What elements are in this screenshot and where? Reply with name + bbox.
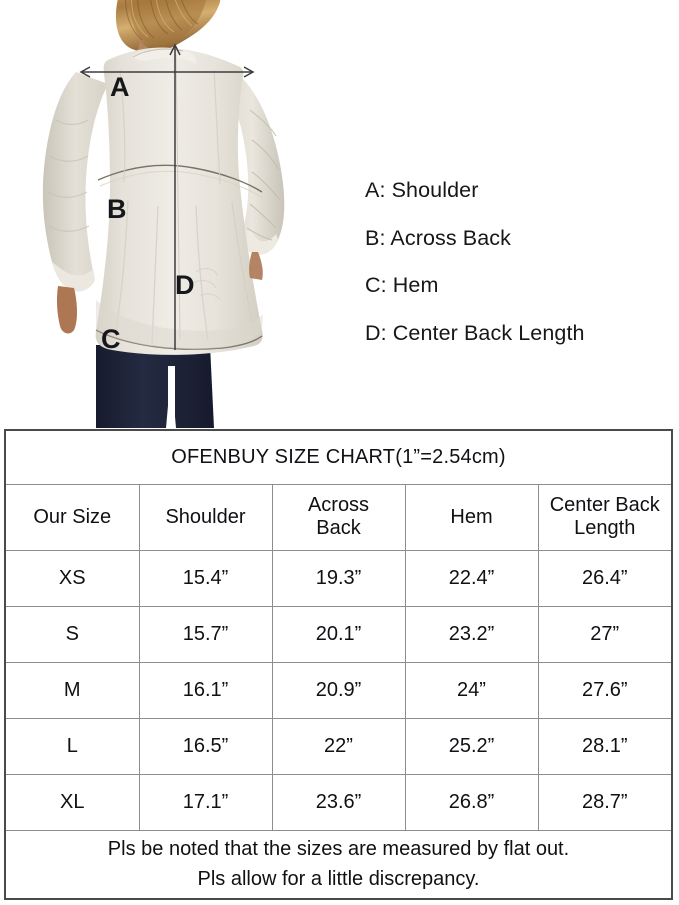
cell-center-back-length: 27.6” [537, 661, 671, 719]
cell-shoulder: 15.4” [138, 550, 273, 607]
table-row: L 16.5” 22” 25.2” 28.1” [6, 717, 671, 775]
header-line-1: Shoulder [165, 505, 246, 528]
column-header-hem: Hem [404, 483, 539, 552]
note-line-1: Pls be noted that the sizes are measured… [107, 838, 570, 861]
cell-across-back: 23.6” [271, 773, 406, 831]
cell-size: M [6, 661, 140, 719]
header-line-1: Hem [450, 505, 493, 528]
cell-across-back: 19.3” [271, 550, 406, 607]
header-line-2: Length [574, 517, 636, 540]
cell-shoulder: 15.7” [138, 605, 273, 663]
table-row: S 15.7” 20.1” 23.2” 27” [6, 605, 671, 663]
header-line-1: Across [307, 494, 370, 517]
cell-across-back: 20.9” [271, 661, 406, 719]
svg-text:D: D [175, 270, 195, 300]
size-chart-table-container: OFENBUY SIZE CHART(1”=2.54cm) Our Size S… [4, 429, 673, 900]
legend-item-a: A: Shoulder [365, 178, 479, 202]
cell-hem: 26.8” [404, 773, 539, 831]
cell-hem: 23.2” [404, 605, 539, 663]
table-row: XS 15.4” 19.3” 22.4” 26.4” [6, 550, 671, 607]
marker-d-arrow [169, 43, 181, 350]
cell-shoulder: 17.1” [138, 773, 273, 831]
cell-across-back: 22” [271, 717, 406, 775]
cell-center-back-length: 27” [537, 605, 671, 663]
cell-size: XL [6, 773, 140, 831]
column-header-our-size: Our Size [6, 483, 140, 552]
cell-center-back-length: 28.7” [537, 773, 671, 831]
marker-a-arrow [79, 66, 255, 78]
svg-text:A: A [110, 72, 130, 102]
legend-item-d: D: Center Back Length [365, 320, 585, 345]
model-photo: A B C D [0, 0, 345, 428]
cell-center-back-length: 28.1” [537, 717, 671, 775]
cell-size: L [6, 717, 140, 775]
table-title-row: OFENBUY SIZE CHART(1”=2.54cm) [6, 431, 671, 485]
cell-size: XS [6, 550, 140, 607]
table-row: M 16.1” 20.9” 24” 27.6” [6, 661, 671, 719]
cell-size: S [6, 605, 140, 663]
legend-item-b: B: Across Back [365, 225, 511, 250]
table-header-row: Our Size Shoulder Across Back Hem Center… [6, 483, 671, 552]
column-header-center-back-length: Center Back Length [537, 483, 671, 552]
cell-across-back: 20.1” [271, 605, 406, 663]
size-chart-table: OFENBUY SIZE CHART(1”=2.54cm) Our Size S… [6, 431, 671, 898]
column-header-across-back: Across Back [271, 483, 406, 552]
header-line-1: Our Size [33, 505, 112, 528]
cell-hem: 24” [404, 661, 539, 719]
product-photo-panel: A B C D A: Shoulder B: Across Back C: He… [0, 0, 679, 428]
table-row: XL 17.1” 23.6” 26.8” 28.7” [6, 773, 671, 831]
svg-text:C: C [101, 324, 121, 354]
chart-note: Pls be noted that the sizes are measured… [6, 829, 671, 898]
header-line-1: Center Back [549, 494, 660, 517]
table-note-row: Pls be noted that the sizes are measured… [6, 829, 671, 898]
cell-shoulder: 16.1” [138, 661, 273, 719]
cell-center-back-length: 26.4” [537, 550, 671, 607]
cell-shoulder: 16.5” [138, 717, 273, 775]
cell-hem: 22.4” [404, 550, 539, 607]
legend-item-c: C: Hem [365, 273, 439, 297]
header-line-2: Back [316, 517, 361, 540]
svg-text:B: B [107, 194, 127, 224]
note-line-2: Pls allow for a little discrepancy. [197, 868, 480, 891]
column-header-shoulder: Shoulder [138, 483, 273, 552]
measurement-legend: A: Shoulder B: Across Back C: Hem D: Cen… [365, 178, 665, 345]
chart-title: OFENBUY SIZE CHART(1”=2.54cm) [6, 431, 671, 485]
cell-hem: 25.2” [404, 717, 539, 775]
